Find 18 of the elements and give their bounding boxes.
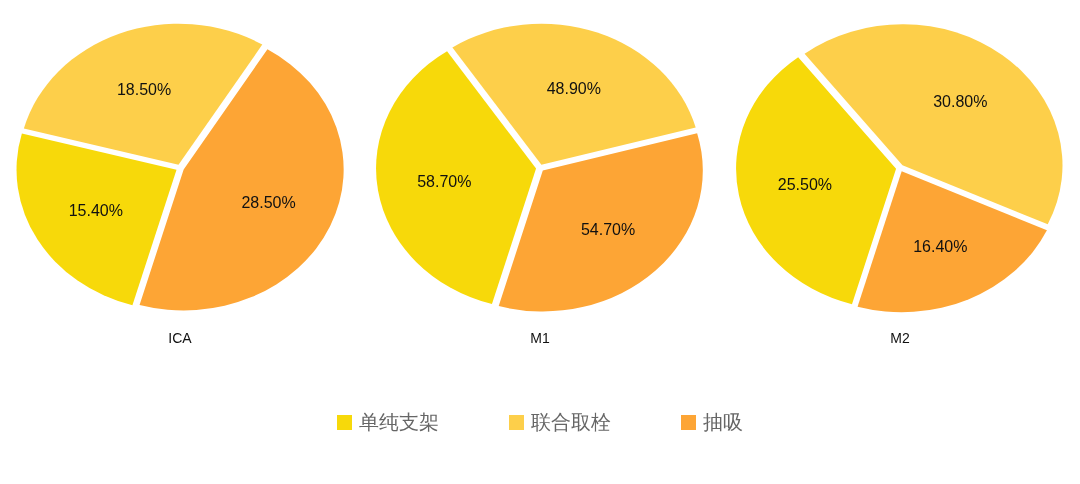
data-label: 54.70% [580, 220, 636, 238]
data-label: 58.70% [417, 173, 472, 191]
data-label: 30.80% [933, 93, 988, 111]
data-label: 25.50% [777, 176, 833, 194]
data-label: 48.90% [546, 80, 601, 98]
pie-title: M1 [530, 330, 550, 346]
data-label: 28.50% [241, 194, 296, 212]
legend-label: 抽吸 [703, 411, 743, 433]
pie-title: M2 [890, 330, 910, 346]
data-label: 18.50% [116, 80, 172, 98]
legend-label: 单纯支架 [359, 411, 439, 433]
legend-item: 抽吸 [681, 411, 743, 433]
data-label: 16.40% [913, 237, 968, 255]
data-label: 15.40% [68, 202, 123, 220]
legend-label: 联合取栓 [531, 411, 611, 433]
legend-item: 单纯支架 [337, 411, 439, 433]
legend-item: 联合取栓 [509, 411, 611, 433]
pie-title: ICA [168, 330, 192, 346]
